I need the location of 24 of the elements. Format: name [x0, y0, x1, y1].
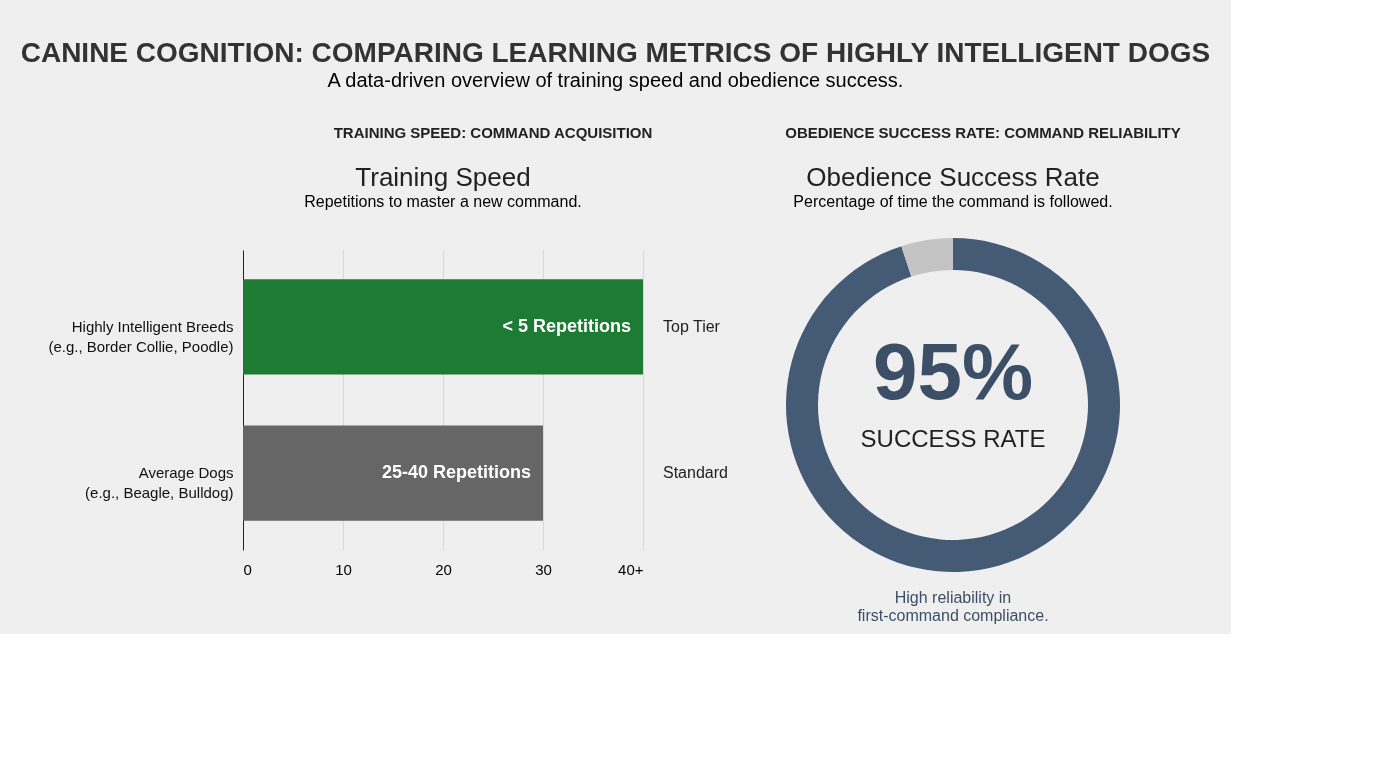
- data-label: 95%: [872, 327, 1034, 416]
- x-tick-label: 40+: [618, 560, 644, 578]
- chart-title: Obedience Success Rate: [806, 162, 1100, 192]
- x-tick-label: 20: [435, 560, 452, 578]
- data-label: 25-40 Repetitions: [381, 462, 531, 483]
- text: OBEDIENCE SUCCESS RATE: COMMAND RELIABILITY: [785, 124, 1181, 141]
- data-label: < 5 Repetitions: [502, 315, 631, 336]
- chart-subtitle: Percentage of time the command is followed.: [793, 193, 1113, 210]
- donut-slice: [786, 238, 1120, 572]
- text: Standard: [663, 464, 728, 482]
- x-tick-label: 10: [335, 560, 352, 578]
- chart-subtitle: Repetitions to master a new command.: [304, 193, 582, 210]
- y-tick-label: Average Dogs (e.g., Beagle, Bulldog): [85, 464, 234, 502]
- text: CANINE COGNITION: COMPARING LEARNING METRICS OF HIGHLY INTELLIGENT DOGS: [20, 37, 1211, 68]
- text: Top Tier: [663, 317, 721, 335]
- text: A data-driven overview of training speed and obedience success.: [327, 69, 904, 91]
- y-tick-label: Highly Intelligent Breeds (e.g., Border Collie, Poodle): [48, 317, 234, 355]
- donut-slice: [901, 238, 953, 277]
- x-tick-label: 0: [243, 560, 252, 578]
- chart-title: Training Speed: [355, 162, 531, 192]
- x-tick-label: 30: [535, 560, 552, 578]
- text: TRAINING SPEED: COMMAND ACQUISITION: [333, 124, 653, 141]
- text: SUCCESS RATE: [860, 425, 1046, 452]
- text: High reliability in first-command compliance.: [857, 589, 1049, 624]
